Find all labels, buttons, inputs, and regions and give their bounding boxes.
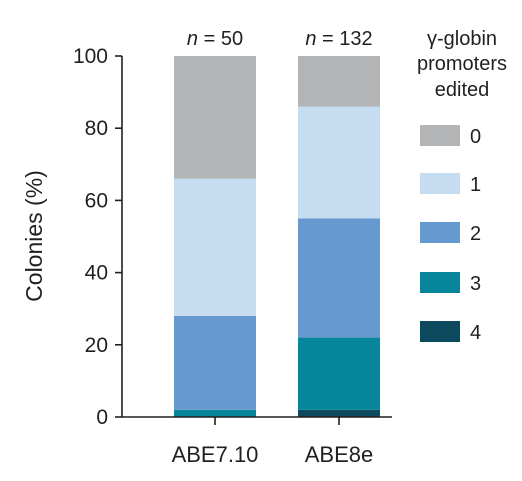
bar-segment-abe710-0 bbox=[174, 56, 256, 179]
legend-title-line: γ-globin bbox=[427, 28, 497, 50]
legend-label-0: 0 bbox=[470, 126, 481, 148]
bar-segment-abe710-2 bbox=[174, 315, 256, 410]
bar-segment-abe8e-2 bbox=[298, 218, 380, 338]
y-tick-label: 40 bbox=[85, 262, 108, 285]
legend-label-3: 3 bbox=[470, 273, 481, 295]
bars-group bbox=[174, 56, 380, 417]
legend-title-line: edited bbox=[435, 79, 490, 101]
y-tick-label: 100 bbox=[73, 45, 108, 68]
sample-size-label: n = 132 bbox=[305, 28, 372, 50]
y-tick-label: 0 bbox=[96, 406, 108, 429]
sample-size-label: n = 50 bbox=[187, 28, 243, 50]
legend-label-4: 4 bbox=[470, 322, 481, 344]
legend-swatch-0 bbox=[420, 125, 460, 146]
x-tick-label: ABE8e bbox=[305, 442, 374, 467]
x-axis: ABE7.10 ABE8e bbox=[122, 416, 392, 467]
bar-segment-abe8e-0 bbox=[298, 56, 380, 107]
legend: γ-globin promoters edited 0 1 2 3 4 bbox=[417, 28, 507, 344]
legend-title-line: promoters bbox=[417, 53, 507, 75]
y-tick-label: 80 bbox=[85, 117, 108, 140]
bar-segment-abe8e-3 bbox=[298, 337, 380, 410]
bar-segment-abe8e-4 bbox=[298, 409, 380, 417]
x-tick-label: ABE7.10 bbox=[172, 442, 259, 467]
legend-swatch-4 bbox=[420, 321, 460, 342]
legend-label-2: 2 bbox=[470, 223, 481, 245]
legend-swatch-1 bbox=[420, 173, 460, 194]
y-axis-label: Colonies (%) bbox=[21, 170, 47, 302]
legend-swatch-3 bbox=[420, 272, 460, 293]
legend-label-1: 1 bbox=[470, 174, 481, 196]
y-tick-label: 60 bbox=[85, 189, 108, 212]
y-tick-label: 20 bbox=[85, 334, 108, 357]
legend-swatch-2 bbox=[420, 222, 460, 243]
y-axis: 0 20 40 60 80 100 bbox=[73, 45, 123, 429]
sample-size-labels: n = 50 n = 132 bbox=[187, 28, 373, 50]
bar-segment-abe710-1 bbox=[174, 178, 256, 316]
bar-segment-abe710-3 bbox=[174, 409, 256, 417]
bar-segment-abe8e-1 bbox=[298, 106, 380, 219]
